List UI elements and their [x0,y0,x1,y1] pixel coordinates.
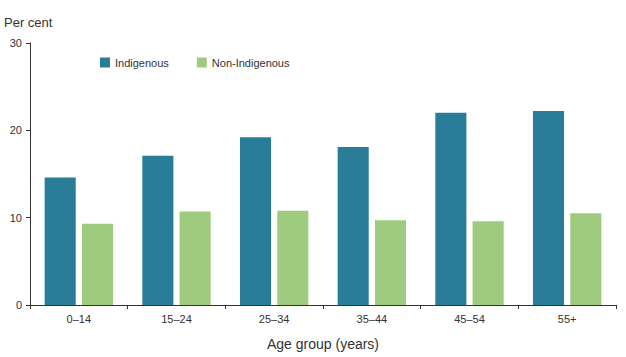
svg-text:25–34: 25–34 [259,313,290,325]
svg-text:0–14: 0–14 [67,313,91,325]
svg-text:Per cent: Per cent [4,15,53,30]
svg-text:Non-Indigenous: Non-Indigenous [212,57,290,69]
svg-text:55+: 55+ [558,313,577,325]
svg-text:15–24: 15–24 [161,313,192,325]
svg-text:35–44: 35–44 [357,313,388,325]
svg-text:Age group (years): Age group (years) [267,336,379,352]
svg-text:30: 30 [10,37,22,49]
svg-text:0: 0 [16,299,22,311]
svg-text:45–54: 45–54 [454,313,485,325]
svg-text:Indigenous: Indigenous [115,57,169,69]
svg-text:10: 10 [10,212,22,224]
svg-text:20: 20 [10,124,22,136]
